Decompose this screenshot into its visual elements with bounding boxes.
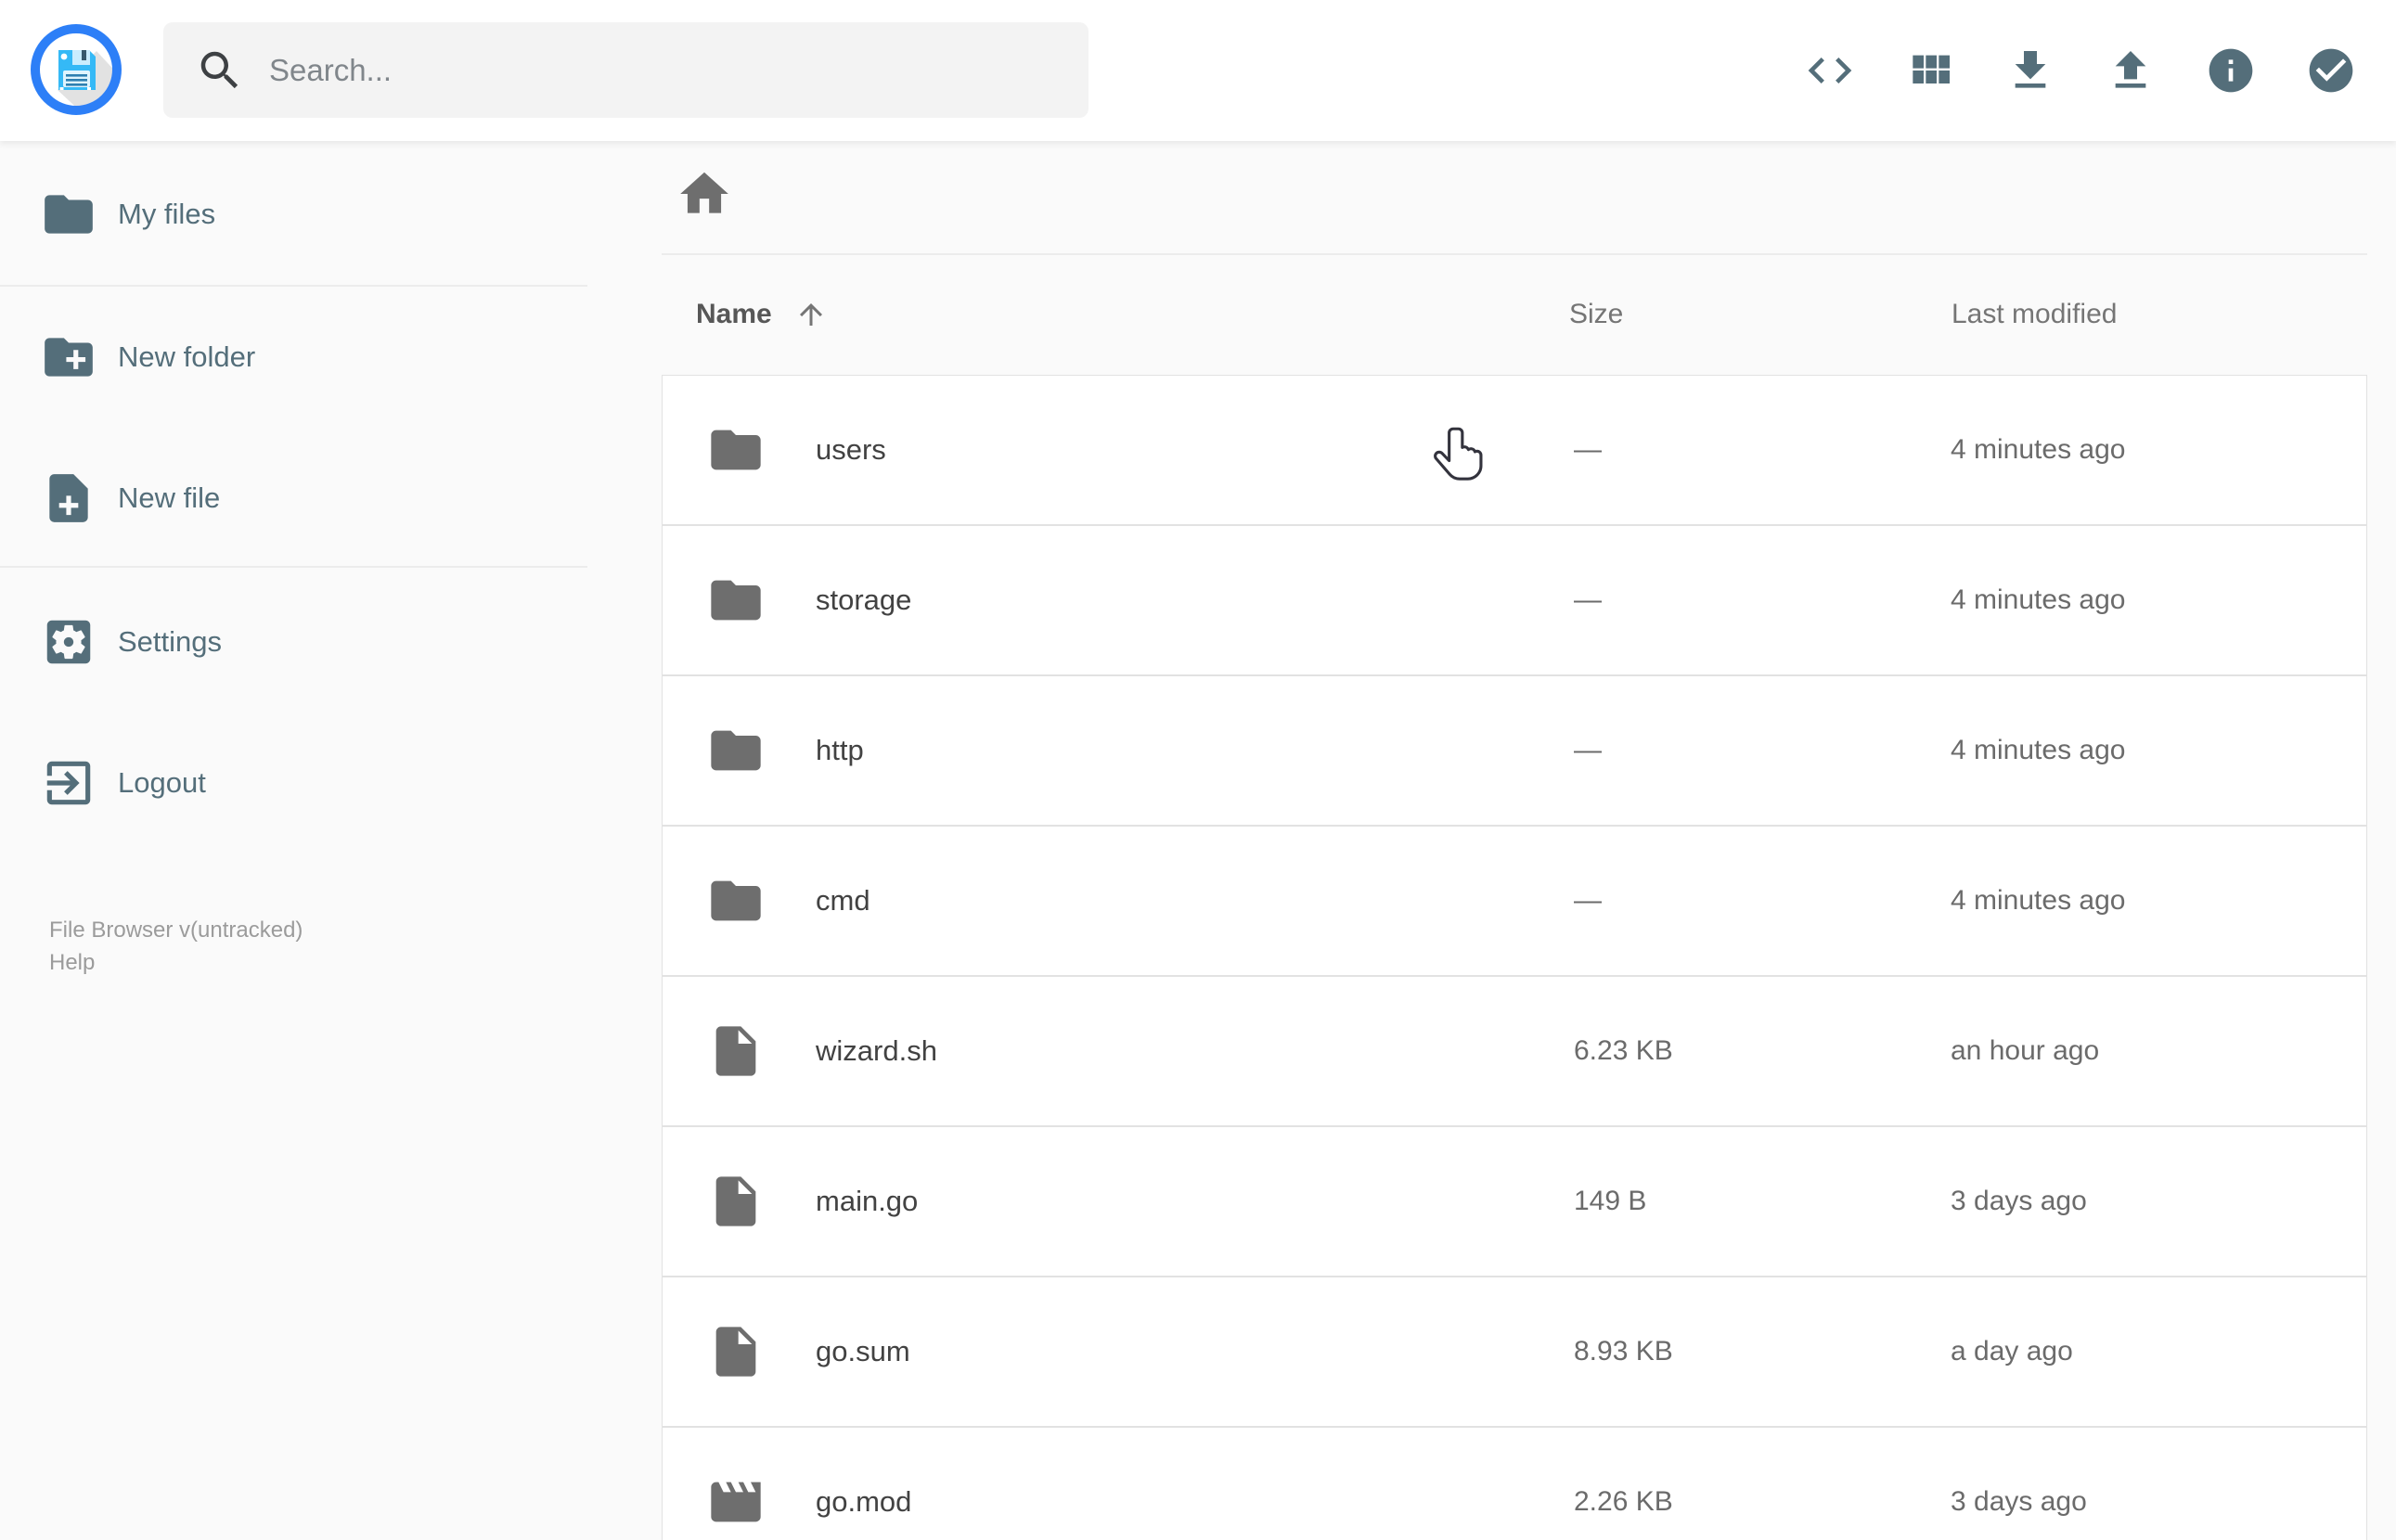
search-bar[interactable]	[163, 22, 1089, 118]
app-logo[interactable]	[30, 23, 122, 116]
sidebar-item-label: New folder	[118, 340, 256, 373]
column-header-name[interactable]: Name	[696, 295, 828, 334]
sidebar: My files New folder New file Settings Lo…	[0, 141, 587, 1540]
file-row-storage[interactable]: storage — 4 minutes ago	[662, 525, 2367, 675]
file-listing: users — 4 minutes ago storage — 4 minute…	[662, 375, 2367, 1540]
download-button[interactable]	[2004, 45, 2056, 96]
main-content: Name Size Last modified users — 4 minute…	[662, 141, 2367, 1540]
sidebar-item-new-folder[interactable]: New folder	[40, 328, 255, 386]
file-row-go-mod[interactable]: go.mod 2.26 KB 3 days ago	[662, 1427, 2367, 1540]
search-input[interactable]	[267, 51, 1069, 89]
sidebar-item-label: My files	[118, 198, 216, 230]
folder-icon	[706, 721, 766, 780]
switch-view-button[interactable]	[1904, 45, 1956, 96]
file-size: —	[1574, 434, 1602, 465]
file-row-go-sum[interactable]: go.sum 8.93 KB a day ago	[662, 1277, 2367, 1427]
movie-icon	[706, 1472, 766, 1532]
upload-icon	[2115, 51, 2146, 88]
file-name: wizard.sh	[816, 1034, 937, 1067]
folder-icon	[706, 420, 766, 480]
file-size: —	[1574, 885, 1602, 916]
sidebar-item-settings[interactable]: Settings	[40, 613, 222, 671]
file-name: users	[816, 433, 886, 466]
sidebar-footer: File Browser v(untracked) Help	[49, 914, 303, 979]
file-name: go.sum	[816, 1335, 910, 1367]
sort-ascending-icon	[799, 303, 822, 326]
header-bar	[0, 0, 2396, 141]
column-header-modified[interactable]: Last modified	[1952, 299, 2118, 329]
file-size: —	[1574, 584, 1602, 615]
file-name: cmd	[816, 884, 870, 917]
file-size: —	[1574, 735, 1602, 765]
sidebar-item-logout[interactable]: Logout	[40, 754, 206, 812]
shell-button[interactable]	[1804, 45, 1856, 96]
file-size: 149 B	[1574, 1186, 1647, 1216]
folder-icon	[706, 571, 766, 630]
logout-icon	[46, 761, 91, 805]
file-row-main-go[interactable]: main.go 149 B 3 days ago	[662, 1126, 2367, 1277]
file-modified: 3 days ago	[1951, 1486, 2087, 1517]
grid-view-icon	[1913, 55, 1950, 83]
new-file-icon	[49, 474, 88, 522]
sidebar-divider	[0, 285, 587, 287]
select-multiple-button[interactable]	[2305, 45, 2357, 96]
file-row-wizard-sh[interactable]: wizard.sh 6.23 KB an hour ago	[662, 976, 2367, 1126]
file-modified: 3 days ago	[1951, 1186, 2087, 1216]
sidebar-item-label: Logout	[118, 766, 206, 799]
file-modified: 4 minutes ago	[1951, 434, 2126, 465]
file-name: http	[816, 734, 864, 766]
sidebar-item-label: Settings	[118, 625, 223, 658]
sidebar-divider	[0, 566, 587, 568]
column-header-size[interactable]: Size	[1569, 299, 1624, 329]
help-link[interactable]: Help	[49, 950, 96, 975]
file-modified: 4 minutes ago	[1951, 885, 2126, 916]
breadcrumb-home-button[interactable]	[676, 165, 733, 223]
sidebar-item-my-files[interactable]: My files	[40, 186, 215, 243]
file-modified: 4 minutes ago	[1951, 584, 2126, 615]
settings-icon	[46, 620, 91, 664]
file-size: 6.23 KB	[1574, 1035, 1673, 1066]
file-icon	[706, 1021, 766, 1081]
download-icon	[2015, 51, 2046, 88]
folder-icon	[706, 871, 766, 930]
search-icon	[195, 45, 245, 96]
file-icon	[706, 1172, 766, 1231]
breadcrumb-divider	[662, 253, 2367, 255]
listing-header: Name Size Last modified	[662, 295, 2367, 334]
file-modified: a day ago	[1951, 1336, 2073, 1367]
file-name: storage	[816, 584, 912, 616]
file-name: main.go	[816, 1185, 919, 1217]
home-icon	[680, 172, 728, 213]
file-size: 8.93 KB	[1574, 1336, 1673, 1367]
file-icon	[706, 1322, 766, 1381]
info-button[interactable]	[2205, 45, 2257, 96]
file-modified: an hour ago	[1951, 1035, 2100, 1066]
sidebar-item-new-file[interactable]: New file	[40, 469, 220, 527]
new-folder-icon	[45, 338, 93, 377]
upload-button[interactable]	[2105, 45, 2157, 96]
file-modified: 4 minutes ago	[1951, 735, 2126, 765]
file-row-users[interactable]: users — 4 minutes ago	[662, 375, 2367, 525]
file-row-http[interactable]: http — 4 minutes ago	[662, 675, 2367, 826]
folder-icon	[45, 195, 93, 234]
sidebar-item-label: New file	[118, 481, 221, 514]
floppy-disk-logo-icon	[31, 24, 122, 115]
file-row-cmd[interactable]: cmd — 4 minutes ago	[662, 826, 2367, 976]
file-size: 2.26 KB	[1574, 1486, 1673, 1517]
check-circle-icon	[2309, 48, 2353, 93]
header-actions	[1804, 0, 2357, 141]
code-icon	[1808, 58, 1852, 83]
info-icon	[2209, 48, 2253, 93]
app-version-text: File Browser v(untracked)	[49, 918, 303, 943]
file-name: go.mod	[816, 1485, 912, 1518]
